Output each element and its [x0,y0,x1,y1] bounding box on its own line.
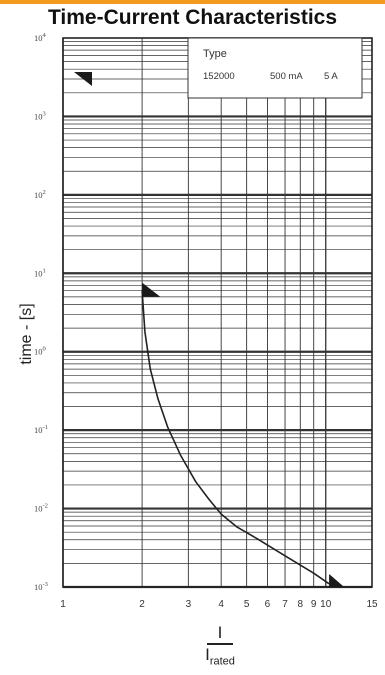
x-tick-label: 8 [297,599,303,610]
y-tick-base: 10 [34,504,43,514]
legend-rating: 5 A [324,71,338,82]
accent-bar [0,0,385,4]
legend-header: Type [203,48,227,60]
x-axis-numerator: I [217,623,223,642]
legend-current: 500 mA [270,71,303,82]
y-tick-exponent: -2 [43,503,48,510]
curve-layer [141,282,345,587]
y-tick-label: 10-3 [34,581,48,592]
x-tick-label: 15 [366,599,378,610]
y-tick-exponent: 4 [43,32,47,39]
curve-start-marker-icon [142,282,161,297]
y-tick-exponent: 1 [43,267,46,274]
y-tick-label: 101 [34,267,46,278]
chart-title: Time-Current Characteristics [47,6,338,29]
y-tick-exponent: 2 [43,189,46,196]
x-tick-label: 6 [265,599,271,610]
y-tick-label: 103 [34,110,46,121]
x-axis-denominator-main: I [205,644,210,664]
x-axis-label: I Irated [190,623,250,671]
fraction-bar [207,643,233,645]
legend-type: 152000 [203,71,235,82]
y-tick-label: 100 [34,346,46,357]
x-tick-label: 1 [60,599,66,610]
y-tick-label: 104 [34,32,47,43]
curve-end-marker-icon [329,574,345,587]
grid [62,38,373,589]
y-tick-base: 10 [34,347,43,357]
y-tick-base: 10 [34,582,43,592]
y-tick-exponent: 3 [43,110,46,117]
x-tick-label: 5 [244,599,250,610]
y-tick-label: 10-1 [34,424,48,435]
y-tick-base: 10 [34,425,43,435]
y-axis-label: time - [s] [18,303,35,365]
x-axis-denominator-sub: rated [209,654,235,667]
y-tick-base: 10 [34,268,43,278]
y-tick-label: 102 [34,189,46,200]
x-tick-label: 7 [282,599,288,610]
x-tick-label: 10 [320,599,332,610]
y-tick-exponent: -1 [43,424,48,431]
x-tick-label: 3 [186,599,192,610]
y-tick-exponent: 0 [43,346,46,353]
legend: Type 152000 500 mA 5 A [187,37,363,99]
y-tick-base: 10 [34,190,43,200]
y-tick-base: 10 [34,111,43,121]
x-tick-label: 9 [311,599,317,610]
x-tick-label: 4 [218,599,224,610]
y-tick-base: 10 [34,33,43,43]
legend-marker-icon [74,72,92,86]
y-tick-exponent: -3 [43,581,48,588]
fuse-curve [141,290,330,585]
x-tick-label: 2 [139,599,145,610]
x-axis-denominator: Irated [190,645,250,671]
legend-box [187,37,363,99]
y-tick-label: 10-2 [34,503,48,514]
